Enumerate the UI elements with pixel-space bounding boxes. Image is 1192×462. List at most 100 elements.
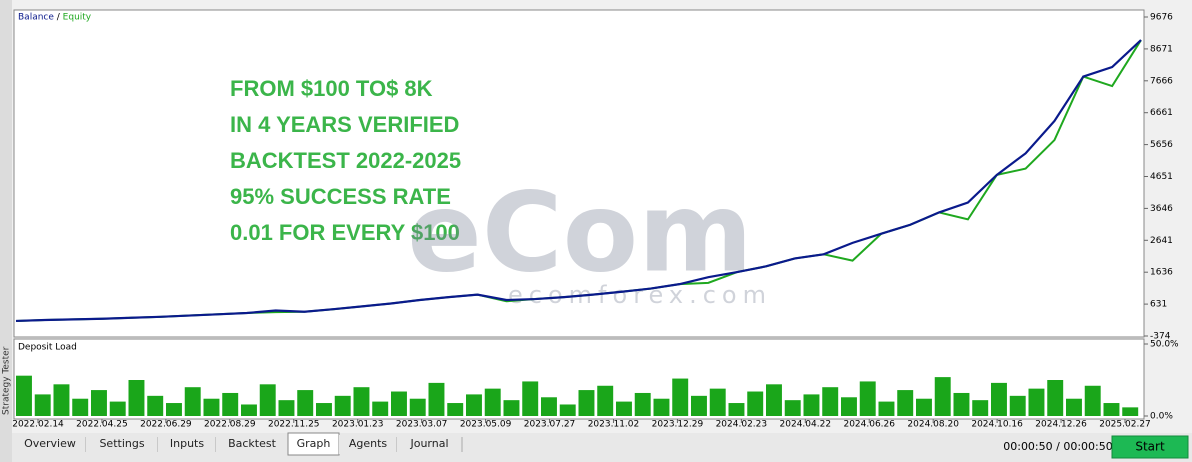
- load-bar: [184, 387, 201, 416]
- load-bar: [278, 400, 295, 416]
- load-bar: [597, 385, 614, 416]
- load-bar: [841, 397, 857, 416]
- start-label[interactable]: Start: [1135, 440, 1165, 454]
- x-tick-label: 2023.03.07: [396, 420, 448, 430]
- load-bar: [953, 392, 970, 416]
- y-tick-label: 6661: [1150, 108, 1173, 118]
- tab[interactable]: [14, 435, 86, 454]
- load-bar: [53, 384, 70, 416]
- y-tick-label: 631: [1150, 300, 1167, 310]
- load-bar: [653, 398, 670, 416]
- load-bar: [34, 394, 51, 416]
- y-tick-label: 5656: [1150, 140, 1173, 150]
- x-tick-label: 2022.11.25: [268, 420, 320, 430]
- load-bar: [728, 403, 745, 416]
- load-bar: [203, 398, 220, 416]
- load-bar: [334, 395, 351, 416]
- y-tick-label: 8671: [1150, 44, 1173, 54]
- load-bar: [1028, 388, 1045, 416]
- load-bar: [972, 400, 989, 416]
- load-bar: [297, 390, 314, 416]
- load-bar: [897, 390, 914, 416]
- load-bar: [1066, 398, 1082, 416]
- load-bar: [353, 387, 370, 416]
- load-bar: [409, 398, 426, 416]
- y-tick-label: 7666: [1150, 76, 1173, 86]
- x-tick-label: 2025.02.27: [1099, 420, 1151, 430]
- load-bar: [428, 382, 445, 416]
- timer: 00:00:50 / 00:00:50: [1003, 440, 1113, 453]
- load-bar: [1122, 407, 1139, 416]
- side-strip: [0, 0, 12, 462]
- tab-label[interactable]: Graph: [297, 437, 331, 450]
- load-bar: [372, 401, 389, 416]
- x-tick-label: 2023.12.29: [652, 420, 704, 430]
- tab-label[interactable]: Inputs: [170, 437, 204, 450]
- tab-label[interactable]: Agents: [349, 437, 388, 450]
- x-tick-label: 2024.04.22: [780, 420, 832, 430]
- load-bar: [934, 377, 951, 416]
- start-button[interactable]: [1111, 435, 1189, 459]
- y-tick-label: 0.0%: [1150, 412, 1173, 422]
- load-bar: [466, 394, 482, 416]
- y-tick-label: 1636: [1150, 268, 1173, 278]
- x-tick-label: 2024.12.26: [1035, 420, 1087, 430]
- legend-entry: Equity: [63, 13, 92, 23]
- x-tick-label: 2024.06.26: [843, 420, 895, 430]
- load-bar: [578, 390, 595, 416]
- load-bar: [391, 391, 407, 416]
- load-bar: [916, 398, 932, 416]
- load-bar: [259, 384, 276, 416]
- load-bar: [166, 403, 182, 416]
- load-bar: [709, 388, 726, 416]
- load-bar: [541, 397, 557, 416]
- x-tick-label: 2024.10.16: [971, 420, 1023, 430]
- load-bar: [747, 391, 764, 416]
- tab-label[interactable]: Settings: [99, 437, 144, 450]
- tab-label[interactable]: Overview: [24, 437, 76, 450]
- overlay-line: BACKTEST 2022-2025: [230, 148, 461, 173]
- tab[interactable]: [397, 435, 462, 454]
- tabs: Overview Settings Inputs Backtest Graph Agent…: [14, 432, 463, 456]
- load-bar: [1047, 380, 1064, 416]
- tab[interactable]: [86, 435, 158, 454]
- tab[interactable]: [339, 435, 397, 454]
- load-bar: [241, 404, 257, 416]
- load-bar: [522, 381, 539, 416]
- load-bar: [803, 394, 820, 416]
- x-tick-label: 2023.07.27: [524, 420, 576, 430]
- load-bar: [222, 392, 239, 416]
- watermark-logo: eCom ecomforex.com: [407, 168, 772, 309]
- logo-mark: eCom: [407, 168, 753, 296]
- balance-panel: [13, 9, 1145, 338]
- load-bar: [784, 400, 801, 416]
- load-bar: [822, 387, 839, 416]
- load-bar: [147, 395, 164, 416]
- load-bar: [109, 401, 126, 416]
- x-tick-label: 2022.06.29: [140, 420, 192, 430]
- y-tick-label: 3646: [1150, 204, 1173, 214]
- load-bar: [672, 378, 689, 416]
- balance-line: [15, 39, 1142, 323]
- x-tick-label: 2022.08.29: [204, 420, 256, 430]
- load-bar: [766, 384, 782, 416]
- watermark-text: ecomforex.com: [508, 281, 772, 309]
- load-bar: [1084, 385, 1101, 416]
- legend-entry: Balance: [18, 13, 54, 23]
- overlay-line: 0.01 FOR EVERY $100: [230, 220, 460, 245]
- load-bar: [1103, 403, 1120, 416]
- load-bar: [616, 401, 632, 416]
- load-bar: [16, 375, 32, 416]
- load-bar: [559, 404, 576, 416]
- tab-label[interactable]: Backtest: [228, 437, 277, 450]
- tab[interactable]: [216, 435, 288, 454]
- load-bar: [72, 398, 89, 416]
- tab[interactable]: [158, 435, 216, 454]
- x-tick-label: 2024.08.20: [907, 420, 959, 430]
- load-bar: [447, 403, 464, 416]
- load-bar: [503, 400, 520, 416]
- load-bar: [634, 392, 651, 416]
- load-bar: [128, 380, 145, 416]
- tab-label[interactable]: Journal: [409, 437, 448, 450]
